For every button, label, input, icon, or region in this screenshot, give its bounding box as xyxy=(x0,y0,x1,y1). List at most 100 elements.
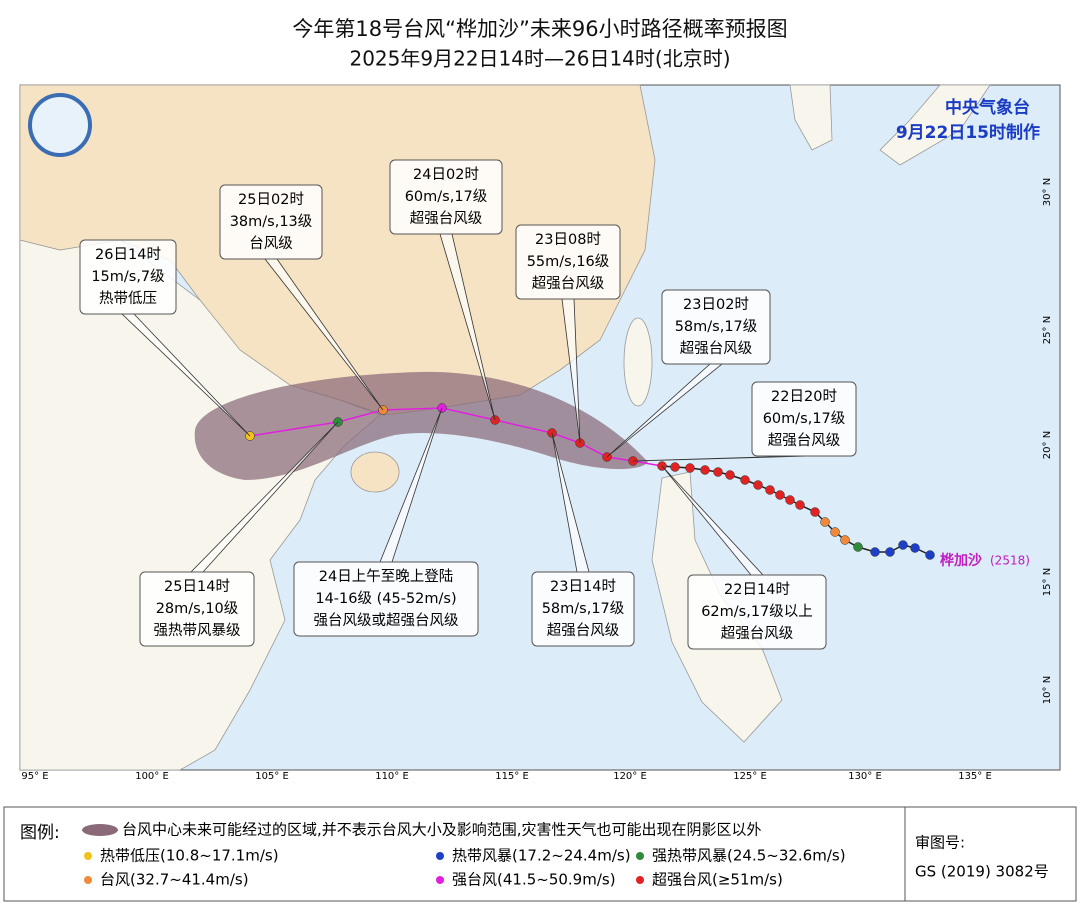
callout-box xyxy=(139,571,255,647)
callout-text: 强热带风暴级 xyxy=(154,622,241,639)
approval-label: 审图号: xyxy=(915,834,965,852)
longitude-label: 115° E xyxy=(495,771,529,782)
callout-text: 38m/s,13级 xyxy=(230,213,313,230)
callout-text: 超强台风级 xyxy=(680,340,753,357)
map xyxy=(19,84,1061,771)
issued: 9月22日15时制作 xyxy=(896,122,1040,143)
title: 今年第18号台风“桦加沙”未来96小时路径概率预报图 xyxy=(292,17,787,41)
callout-box xyxy=(531,571,635,647)
callout-text: 25日14时 xyxy=(164,578,230,595)
callout-text: 23日02时 xyxy=(683,296,749,313)
legend-label: 超强台风(≥51m/s) xyxy=(652,871,783,889)
longitude-label: 95° E xyxy=(21,771,48,782)
track-point xyxy=(840,535,850,545)
legend-label: 强热带风暴(24.5~32.6m/s) xyxy=(652,847,846,865)
approval-number: GS (2019) 3082号 xyxy=(915,863,1049,881)
callout-text: 22日14时 xyxy=(724,581,790,598)
legend-label: 台风(32.7~41.4m/s) xyxy=(100,871,249,889)
track-point xyxy=(725,470,735,480)
track-point xyxy=(795,500,805,510)
track-point xyxy=(785,495,795,505)
legend-title: 图例: xyxy=(20,823,60,843)
callout-text: 60m/s,17级 xyxy=(405,188,488,205)
track-point xyxy=(685,463,695,473)
legend-dot xyxy=(84,852,92,860)
legend-dot xyxy=(636,852,644,860)
track-point xyxy=(870,547,880,557)
callout-box xyxy=(219,184,323,260)
latitude-label: 10° N xyxy=(1042,676,1053,704)
japan xyxy=(879,84,991,166)
longitude-label: 125° E xyxy=(733,771,767,782)
callout-text: 23日08时 xyxy=(535,231,601,248)
callout-text: 62m/s,17级以上 xyxy=(701,603,813,620)
track-point xyxy=(810,507,820,517)
callout-box xyxy=(515,224,621,300)
agency: 中央气象台 xyxy=(945,97,1030,118)
track-point xyxy=(820,517,830,527)
callout-text: 23日14时 xyxy=(550,578,616,595)
legend-dot xyxy=(636,876,644,884)
latitude-label: 25° N xyxy=(1042,316,1053,344)
typhoon-name: 桦加沙 xyxy=(939,552,982,569)
cone-note: 台风中心未来可能经过的区域,并不表示台风大小及影响范围,灾害性天气也可能出现在阴… xyxy=(122,821,762,839)
track-point xyxy=(775,490,785,500)
korea-japan xyxy=(789,84,833,151)
track-point xyxy=(885,547,895,557)
callout-text: 26日14时 xyxy=(95,246,161,263)
axis-labels: 95° E 100° E 105° E 110° E 115° E 120° E 125° … xyxy=(21,178,1053,782)
callout-text: 24日02时 xyxy=(413,166,479,183)
typhoon-code: (2518) xyxy=(990,554,1030,568)
subtitle: 2025年9月22日14时—26日14时(北京时) xyxy=(349,47,730,71)
longitude-label: 120° E xyxy=(613,771,647,782)
callout-text: 14-16级 (45-52m/s) xyxy=(315,590,456,607)
callout-text: 60m/s,17级 xyxy=(763,410,846,427)
track-point xyxy=(925,550,935,560)
legend-dot xyxy=(84,876,92,884)
latitude-label: 15° N xyxy=(1042,568,1053,596)
latitude-label: 30° N xyxy=(1042,178,1053,206)
track-point xyxy=(670,462,680,472)
callout-text: 22日20时 xyxy=(771,388,837,405)
longitude-label: 135° E xyxy=(958,771,992,782)
callout-text: 超强台风级 xyxy=(721,625,794,642)
taiwan xyxy=(623,317,653,407)
track-point xyxy=(898,540,908,550)
callout-box xyxy=(79,239,177,315)
latitude-label: 20° N xyxy=(1042,431,1053,459)
legend-label: 热带低压(10.8~17.1m/s) xyxy=(100,847,279,865)
callout-box xyxy=(751,381,857,457)
longitude-label: 110° E xyxy=(375,771,409,782)
legend-box xyxy=(3,806,1077,902)
longitude-label: 105° E xyxy=(255,771,289,782)
callout-text: 24日上午至晚上登陆 xyxy=(319,568,453,585)
track-point xyxy=(740,475,750,485)
callout-text: 热带低压 xyxy=(99,290,157,307)
callout-text: 55m/s,16级 xyxy=(527,253,610,270)
track-point xyxy=(700,465,710,475)
track-point xyxy=(853,542,863,552)
callout-box xyxy=(661,289,771,365)
callout-text: 25日02时 xyxy=(238,191,304,208)
past-track xyxy=(661,465,931,556)
legend-label: 强台风(41.5~50.9m/s) xyxy=(452,871,616,889)
callout-text: 15m/s,7级 xyxy=(91,268,164,285)
callout-text: 超强台风级 xyxy=(410,210,483,227)
legend: 图例: 台风中心未来可能经过的区域,并不表示台风大小及影响范围,灾害性天气也可能… xyxy=(3,806,1077,902)
callout-text: 超强台风级 xyxy=(532,275,605,292)
callout-text: 58m/s,17级 xyxy=(542,600,625,617)
callout-text: 超强台风级 xyxy=(547,622,620,639)
callout-box xyxy=(687,574,827,650)
track-point xyxy=(830,527,840,537)
legend-label: 热带风暴(17.2~24.4m/s) xyxy=(452,847,631,865)
callout-text: 28m/s,10级 xyxy=(156,600,239,617)
forecast-track xyxy=(249,407,663,467)
hainan xyxy=(350,451,400,493)
logo xyxy=(28,93,92,157)
legend-dot xyxy=(436,876,444,884)
cone-icon xyxy=(82,824,118,836)
track-point xyxy=(713,467,723,477)
